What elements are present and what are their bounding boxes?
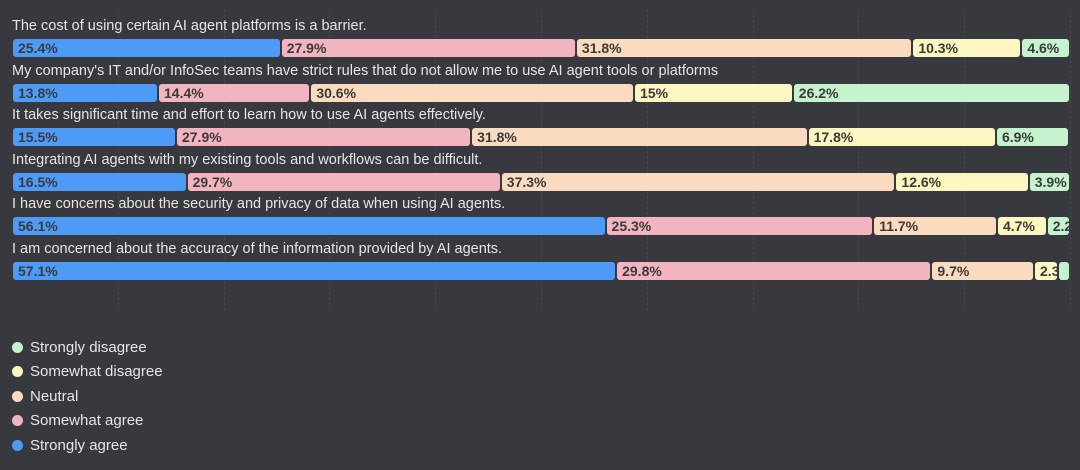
question-label: I am concerned about the accuracy of the… (12, 240, 503, 257)
legend: Strongly disagree Somewhat disagree Neutra… (12, 335, 163, 458)
legend-swatch-icon (12, 415, 23, 427)
stacked-bar-chart: The cost of using certain AI agent platf… (12, 10, 1071, 310)
gridline (752, 10, 754, 310)
bar-segment-neutral: 9.7% (932, 261, 1034, 280)
bar-segment-strongly-disagree: 4.6% (1022, 39, 1069, 57)
legend-label: Somewhat disagree (30, 363, 163, 381)
legend-item: Strongly agree (12, 433, 163, 458)
question-label: My company's IT and/or InfoSec teams hav… (12, 62, 719, 79)
bar-segment-somewhat-agree: 27.9% (176, 128, 471, 146)
gridline (964, 10, 966, 310)
gridline (329, 10, 331, 310)
legend-swatch-icon (12, 439, 23, 451)
bar-segment-somewhat-disagree: 2.3 (1035, 261, 1058, 280)
bar-segment-strongly-agree: 57.1% (13, 261, 616, 280)
bar-segment-somewhat-disagree: 17.8% (808, 128, 995, 146)
legend-swatch-icon (12, 341, 23, 353)
legend-swatch-icon (12, 390, 23, 402)
bar-segment-strongly-disagree (1059, 261, 1069, 280)
bar-segment-somewhat-disagree: 10.3% (913, 39, 1021, 57)
bar-segment-somewhat-disagree: 12.6% (896, 172, 1028, 191)
bar-segment-strongly-agree: 15.5% (13, 128, 175, 146)
bar-segment-somewhat-agree: 25.3% (606, 217, 873, 235)
question-label: Integrating AI agents with my existing t… (12, 151, 483, 168)
bar-segment-somewhat-disagree: 4.7% (997, 217, 1046, 235)
bar-segment-somewhat-agree: 27.9% (281, 39, 575, 57)
gridline (435, 10, 437, 310)
gridline (117, 10, 119, 310)
legend-label: Strongly agree (30, 436, 128, 454)
bar-segment-strongly-disagree: 6.9% (996, 128, 1068, 146)
gridline (223, 10, 225, 310)
legend-item: Somewhat disagree (12, 360, 163, 385)
bar-segment-strongly-agree: 13.8% (13, 83, 157, 102)
legend-item: Neutral (12, 384, 163, 409)
bar-segment-somewhat-agree: 29.8% (617, 261, 931, 280)
bar-segment-strongly-agree: 16.5% (13, 172, 186, 191)
bar-segment-strongly-agree: 56.1% (13, 217, 605, 235)
bar-segment-strongly-disagree: 26.2% (793, 83, 1069, 102)
bar-segment-strongly-disagree: 2.2 (1047, 217, 1069, 235)
bar-segment-neutral: 31.8% (576, 39, 912, 57)
question-label: It takes significant time and effort to … (12, 107, 486, 123)
legend-label: Neutral (30, 387, 79, 405)
gridline (646, 10, 648, 310)
bar-segment-neutral: 37.3% (501, 172, 895, 191)
legend-label: Strongly disagree (30, 338, 147, 356)
bar-segment-somewhat-disagree: 15% (635, 83, 792, 102)
legend-swatch-icon (12, 366, 23, 378)
question-label: I have concerns about the security and p… (12, 196, 506, 212)
bar-segment-neutral: 11.7% (874, 217, 996, 235)
gridline (541, 10, 542, 310)
bar-segment-somewhat-agree: 14.4% (159, 83, 310, 102)
legend-label: Somewhat agree (30, 412, 144, 430)
legend-item: Somewhat agree (12, 409, 163, 434)
bar-segment-neutral: 31.8% (472, 128, 807, 146)
bar-segment-strongly-agree: 25.4% (13, 39, 280, 57)
bar-segment-strongly-disagree: 3.9% (1029, 172, 1069, 191)
bar-segment-somewhat-agree: 29.7% (187, 172, 500, 191)
legend-item: Strongly disagree (12, 335, 163, 360)
question-label: The cost of using certain AI agent platf… (12, 18, 367, 34)
bar-segment-neutral: 30.6% (311, 83, 634, 102)
gridline (858, 10, 860, 310)
gridline (1070, 10, 1071, 310)
